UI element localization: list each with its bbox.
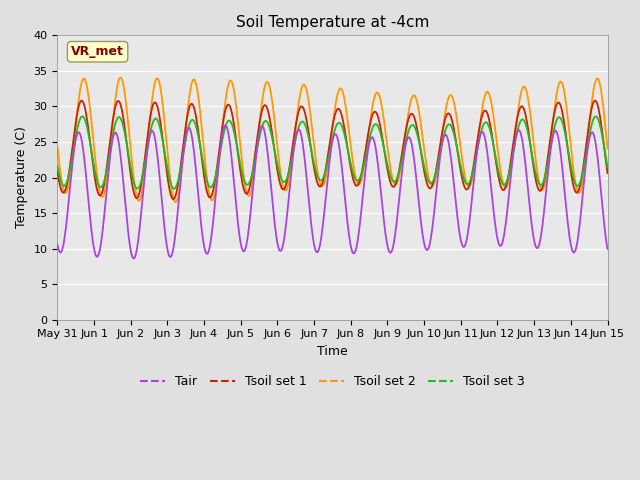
Title: Soil Temperature at -4cm: Soil Temperature at -4cm — [236, 15, 429, 30]
Text: VR_met: VR_met — [71, 45, 124, 58]
X-axis label: Time: Time — [317, 345, 348, 358]
Legend: Tair, Tsoil set 1, Tsoil set 2, Tsoil set 3: Tair, Tsoil set 1, Tsoil set 2, Tsoil se… — [135, 370, 530, 393]
Y-axis label: Temperature (C): Temperature (C) — [15, 127, 28, 228]
